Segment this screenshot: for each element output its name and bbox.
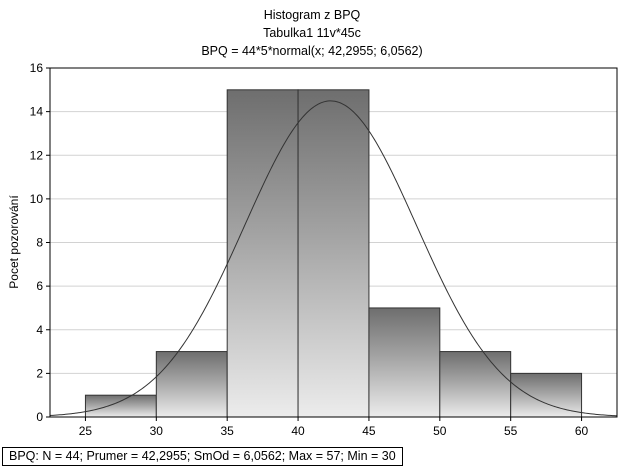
summary-statistics: BPQ: N = 44; Prumer = 42,2955; SmOd = 6,… <box>2 447 403 466</box>
x-tick-label-60: 60 <box>575 424 589 438</box>
y-tick-label-6: 6 <box>36 279 43 293</box>
y-tick-label-16: 16 <box>30 61 44 75</box>
y-tick-label-4: 4 <box>36 323 43 337</box>
normal-curve <box>49 100 618 417</box>
x-tick-label-50: 50 <box>433 424 447 438</box>
x-tick-label-55: 55 <box>504 424 518 438</box>
x-tick-label-30: 30 <box>150 424 164 438</box>
x-tick-label-25: 25 <box>79 424 93 438</box>
histogram-bar-40-45 <box>297 89 370 418</box>
x-tick-label-35: 35 <box>221 424 235 438</box>
chart-title: Histogram z BPQ <box>263 8 361 22</box>
y-tick-label-0: 0 <box>36 410 43 424</box>
x-tick-label-45: 45 <box>362 424 376 438</box>
histogram-bar-50-55 <box>439 351 512 418</box>
y-axis-label: Pocet pozorování <box>7 195 21 289</box>
x-tick-label-40: 40 <box>291 424 305 438</box>
y-tick-label-10: 10 <box>30 192 44 206</box>
histogram-bar-55-60 <box>510 372 583 418</box>
histogram-bar-25-30 <box>84 394 157 418</box>
y-tick-label-12: 12 <box>30 148 44 162</box>
histogram-bar-30-35 <box>155 351 228 418</box>
histogram-bar-45-50 <box>368 307 441 418</box>
y-tick-label-2: 2 <box>36 366 43 380</box>
y-tick-label-14: 14 <box>30 105 44 119</box>
chart-subtitle: Tabulka1 11v*45c <box>263 26 361 40</box>
histogram-bar-35-40 <box>226 89 299 418</box>
normal-curve-line <box>49 100 618 417</box>
y-tick-label-8: 8 <box>36 236 43 250</box>
chart-formula: BPQ = 44*5*normal(x; 42,2955; 6,0562) <box>201 44 423 58</box>
histogram-bars <box>84 89 583 418</box>
axis-ticks: 0 2 4 6 8 10 12 14 16 25 30 35 40 45 50 55 60 <box>30 61 589 438</box>
